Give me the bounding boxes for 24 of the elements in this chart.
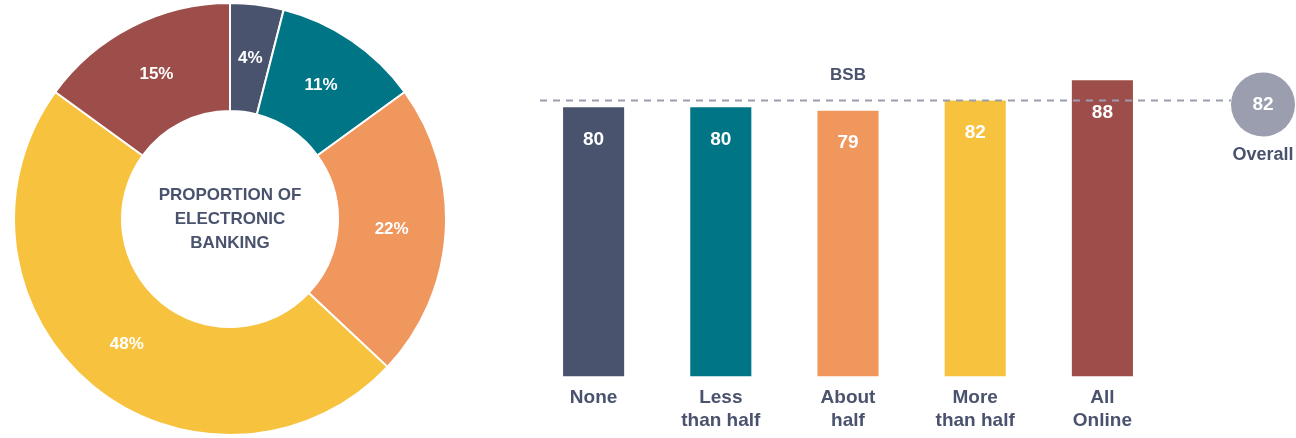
x-tick-label: None — [569, 386, 618, 408]
x-tick-label: All Online — [1072, 386, 1132, 430]
data-label: 22% — [374, 218, 409, 238]
ref-line-label: 82 — [1252, 92, 1274, 114]
data-label: 4% — [238, 47, 263, 67]
data-label: 88 — [1091, 100, 1113, 122]
bar — [690, 107, 752, 377]
bar — [1071, 80, 1133, 377]
data-label: 82 — [964, 120, 986, 142]
data-label: 79 — [837, 130, 859, 152]
data-label: 80 — [583, 127, 605, 149]
data-label: 11% — [304, 74, 338, 94]
data-label: 80 — [710, 127, 732, 149]
bar — [817, 110, 879, 377]
x-tick-label: About half — [820, 386, 877, 430]
bar — [563, 107, 625, 377]
x-tick-label: Less than half — [681, 386, 762, 430]
data-label: 48% — [109, 333, 144, 353]
bar — [944, 100, 1006, 377]
chart-title: BSB — [830, 64, 866, 84]
x-tick-label: More than half — [935, 386, 1016, 430]
data-label: 15% — [139, 64, 174, 84]
text: Overall — [1232, 143, 1294, 164]
text: PROPORTION OF ELECTRONIC BANKING — [158, 184, 302, 252]
